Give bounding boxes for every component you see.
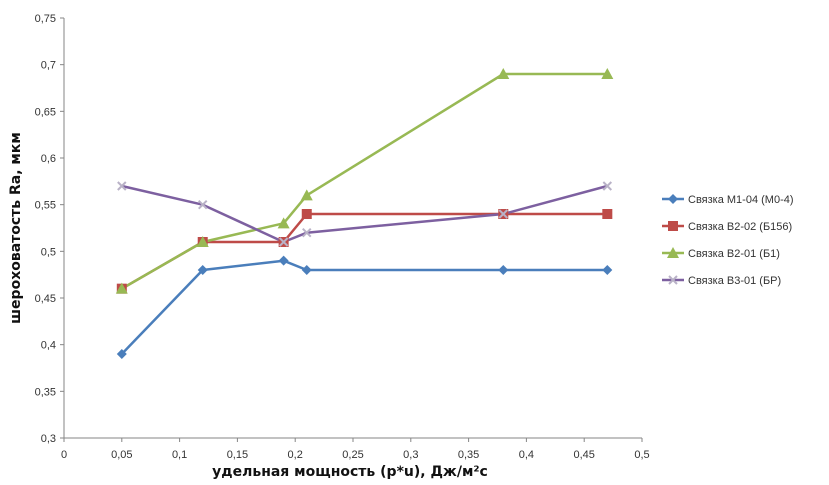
y-tick-label: 0,4 <box>41 340 56 352</box>
y-tick-label: 0,45 <box>35 293 56 305</box>
series-1-point <box>197 265 208 275</box>
x-tick-label: 0,2 <box>288 449 303 461</box>
series-3-point <box>300 189 313 201</box>
legend-1-label: Связка М1-04 (М0-4) <box>688 194 794 206</box>
series-1-line <box>120 259 608 355</box>
y-tick-label: 0,55 <box>35 200 56 212</box>
series-4-line <box>121 184 608 244</box>
series-4-point <box>198 199 208 210</box>
series-4-point <box>117 181 127 191</box>
x-axis-title: удельная мощность (p*u), Дж/м²с <box>212 464 488 480</box>
y-tick-label: 0,65 <box>35 106 56 118</box>
series-3-point <box>196 236 209 247</box>
legend: Связка М1-04 (М0-4) Связка В2-02 (Б156) Св… <box>662 194 794 287</box>
x-tick-label: 0,45 <box>573 449 594 461</box>
x-ticks: 0 0,05 0,1 0,15 0,2 0,25 0,3 0,35 0,4 0,45 0,5 <box>61 438 650 461</box>
legend-2-label: Связка В2-02 (Б156) <box>688 221 792 233</box>
series-3-point <box>115 282 128 294</box>
x-tick-label: 0,1 <box>172 449 187 461</box>
y-tick-label: 0,3 <box>41 433 56 445</box>
series-2-point <box>301 209 312 219</box>
legend-2-swatch-marker <box>668 221 678 231</box>
series-1-point <box>278 255 289 266</box>
series-3-point <box>277 217 290 229</box>
series-4-point <box>602 181 613 191</box>
series-1-point <box>602 265 613 275</box>
y-ticks: 0,3 0,35 0,4 0,45 0,5 0,55 0,6 0,65 0,7 0,75 <box>35 13 64 445</box>
series-1-point <box>301 265 312 275</box>
y-tick-label: 0,6 <box>41 153 56 165</box>
legend-1-swatch-marker <box>668 194 678 204</box>
series-4-point <box>498 209 508 219</box>
legend-3-swatch-marker <box>667 247 679 258</box>
series-4-point <box>302 227 312 238</box>
x-tick-label: 0,35 <box>458 449 479 461</box>
y-axis-title: шероховатость Ra, мкм <box>8 132 24 324</box>
x-tick-label: 0,3 <box>403 449 418 461</box>
legend-3-label: Связка В2-01 (Б1) <box>688 248 780 260</box>
series-1-point <box>116 349 127 359</box>
y-tick-label: 0,5 <box>41 246 56 258</box>
series-3-line <box>121 72 608 290</box>
x-tick-label: 0,25 <box>342 449 363 461</box>
y-tick-label: 0,7 <box>41 60 56 72</box>
x-tick-label: 0,05 <box>111 449 132 461</box>
series-3-point <box>601 68 614 79</box>
x-tick-label: 0 <box>61 449 67 461</box>
x-tick-label: 0,15 <box>227 449 248 461</box>
series-1-point <box>498 265 509 275</box>
series-3-point <box>497 68 510 79</box>
legend-4-swatch-marker <box>668 275 678 285</box>
series-lines <box>120 72 608 355</box>
series-4-point <box>278 237 289 247</box>
x-tick-label: 0,5 <box>634 449 649 461</box>
series-2-point <box>602 209 613 219</box>
series-markers <box>115 68 614 359</box>
legend-4-label: Связка В3-01 (БР) <box>688 275 781 287</box>
y-tick-label: 0,75 <box>35 13 56 25</box>
y-tick-label: 0,35 <box>35 386 56 398</box>
x-tick-label: 0,4 <box>519 449 534 461</box>
